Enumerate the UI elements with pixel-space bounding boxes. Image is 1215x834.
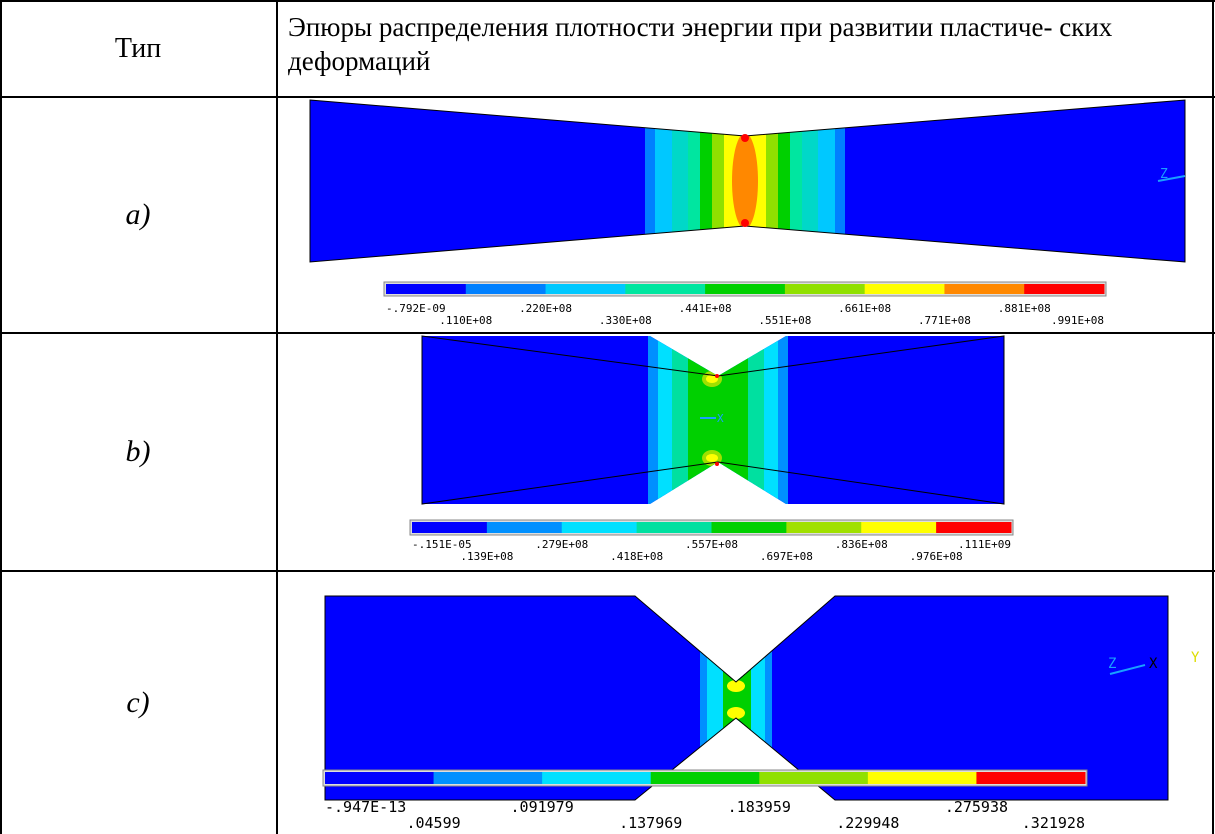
axis-arrow-a [1157,175,1186,182]
legend-swatch [976,772,1086,784]
legend-swatch [465,284,547,294]
table-border-left [0,0,2,834]
legend-swatch [867,772,977,784]
legend-swatch [711,522,787,533]
legend-swatch [542,772,652,784]
legend-swatch [412,522,488,533]
legend-value-label: .279E+08 [535,538,588,551]
legend-value-label: .330E+08 [599,314,652,327]
table-column-divider [276,0,278,834]
energy-density-plot-b: X -.151E-05.139E+08 .279E+08 .418E+08 .557E… [409,335,1014,563]
legend-swatch [545,284,626,294]
legend-swatch [625,284,706,294]
legend-value-label: .137969 [619,814,682,832]
axis-label-y-c: Y [1191,650,1200,666]
energy-density-plot-a: Z -.792E-09.110E+08 .220E+08 .330E+08 .441E… [309,99,1186,327]
legend-value-label: .183959 [728,798,791,816]
table-divider-header [0,96,1215,98]
legend-value-label: .551E+08 [758,314,811,327]
legend-value-label: -.792E-09 [386,302,446,315]
max-point-top-b [715,374,719,378]
legend-value-label: -.151E-05 [412,538,472,551]
legend-value-label: .04599 [406,814,460,832]
legend-value-label: .881E+08 [998,302,1051,315]
legend-value-label: .836E+08 [835,538,888,551]
legend-swatch [759,772,869,784]
axis-label-a: Z [1160,167,1168,182]
row-label-b: b) [125,435,151,468]
legend-value-label: .976E+08 [910,550,963,563]
table-divider-row-b [0,570,1215,572]
axis-arrow-c [1109,664,1146,675]
legend-swatch [1024,284,1105,294]
table-divider-row-a [0,332,1215,334]
legend-swatch [650,772,760,784]
header-type-cell: Тип [114,32,162,64]
legend-swatch [561,522,638,533]
legend-value-label: .139E+08 [460,550,513,563]
legend-value-label: .771E+08 [918,314,971,327]
legend-value-label: -.947E-13 [325,798,406,816]
legend-swatch [386,284,467,294]
row-label-c: c) [126,686,150,719]
axis-label-x-c: X [1149,656,1158,672]
axis-label-b: X [717,412,724,425]
legend-value-label: .110E+08 [439,314,492,327]
table-border-right [1212,0,1214,834]
legend-value-label: .697E+08 [760,550,813,563]
legend-value-label: .418E+08 [610,550,663,563]
row-label-a: a) [125,198,151,231]
legend-value-label: .441E+08 [679,302,732,315]
legend-value-label: .111E+09 [958,538,1011,551]
legend-swatch [433,772,543,784]
legend-bar-b [409,519,1014,536]
legend-swatch [636,522,712,533]
max-point-bottom-a [741,219,749,227]
axis-label-z-c: Z [1108,656,1116,672]
legend-swatch [786,522,862,533]
legend-value-label: .275938 [945,798,1008,816]
legend-swatch [325,772,435,784]
max-point-top-a [741,134,749,142]
max-point-bottom-b [715,462,719,466]
legend-value-label: .220E+08 [519,302,572,315]
legend-value-label: .557E+08 [685,538,738,551]
legend-value-label: .091979 [511,798,574,816]
legend-swatch [944,284,1025,294]
legend-swatch [784,284,866,294]
legend-value-label: .661E+08 [838,302,891,315]
legend-swatch [486,522,563,533]
legend-swatch [861,522,937,533]
energy-density-plot-c: Y Z X -.947E-13.04599 .091979 .137969 .1839… [322,595,1200,832]
legend-swatch [936,522,1012,533]
legend-value-label: .321928 [1022,814,1085,832]
table-border-top [0,0,1215,2]
legend-value-label: .991E+08 [1051,314,1104,327]
header-description-cell: Эпюры распределения плотности энергии пр… [288,12,1113,76]
legend-swatch [864,284,945,294]
legend-value-label: .229948 [836,814,899,832]
legend-bar-a [383,281,1107,297]
legend-bar-c [322,769,1088,787]
legend-swatch [705,284,786,294]
